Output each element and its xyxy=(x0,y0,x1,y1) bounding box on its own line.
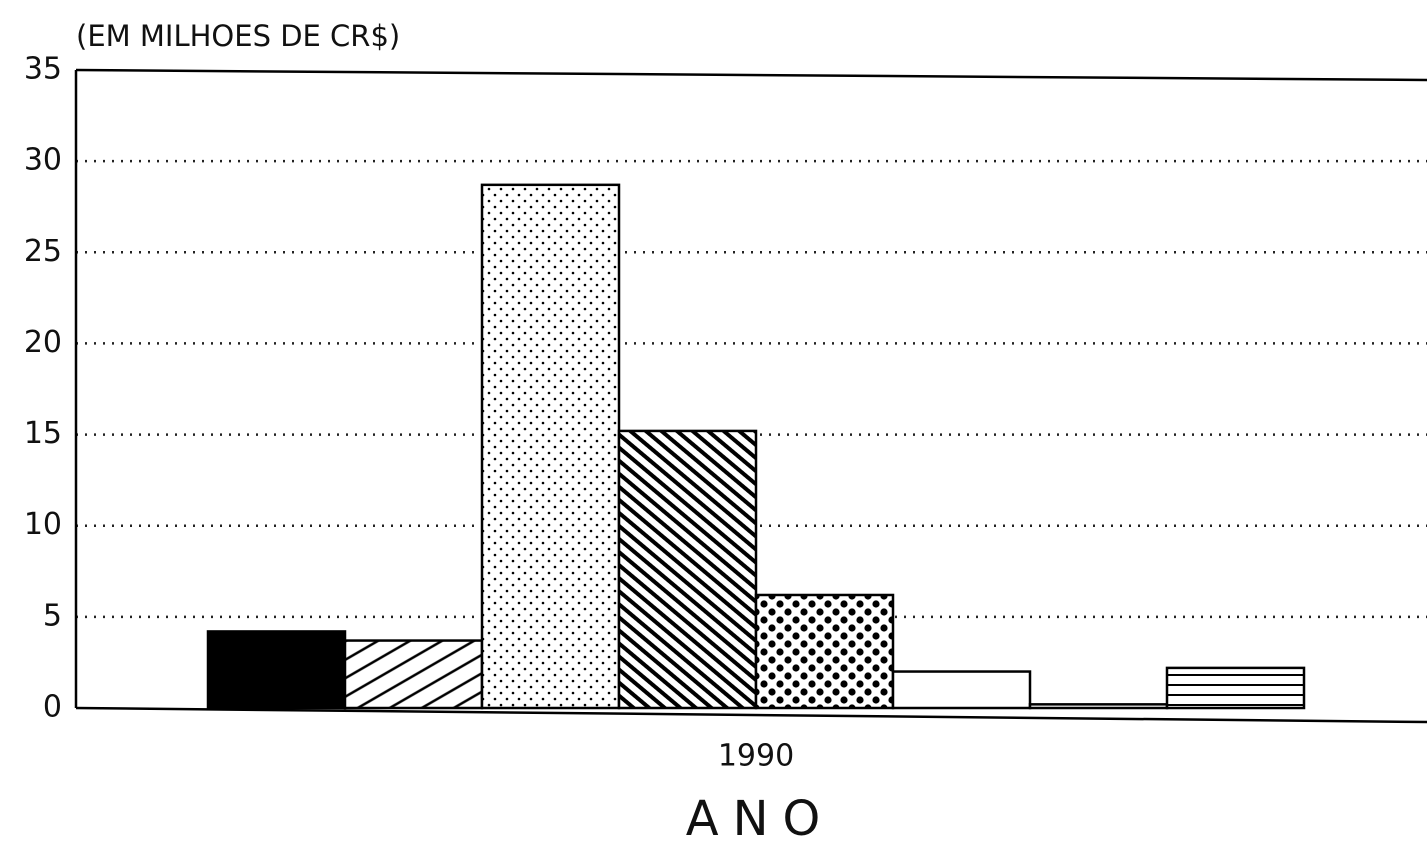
y-tick-label: 5 xyxy=(43,598,62,633)
y-axis-label: (EM MILHOES DE CR$) xyxy=(76,19,400,53)
bar xyxy=(480,183,621,710)
bar xyxy=(891,670,1032,710)
bar xyxy=(1165,666,1306,710)
y-tick-label: 10 xyxy=(24,507,62,542)
bar xyxy=(1028,703,1169,710)
bar xyxy=(754,593,895,710)
axis-top xyxy=(75,68,1427,82)
x-axis xyxy=(75,706,1427,724)
bar xyxy=(343,639,484,710)
y-tick-label: 25 xyxy=(24,234,62,269)
y-tick-label: 20 xyxy=(24,325,62,360)
bar xyxy=(206,630,347,710)
y-tick-label: 30 xyxy=(24,143,62,178)
bar xyxy=(617,429,758,710)
y-tick-label: 15 xyxy=(24,416,62,451)
y-tick-label: 35 xyxy=(24,52,62,87)
y-tick-label: 0 xyxy=(43,690,62,725)
x-tick-label: 1990 xyxy=(718,739,794,774)
x-axis-label: ANO xyxy=(686,791,835,841)
